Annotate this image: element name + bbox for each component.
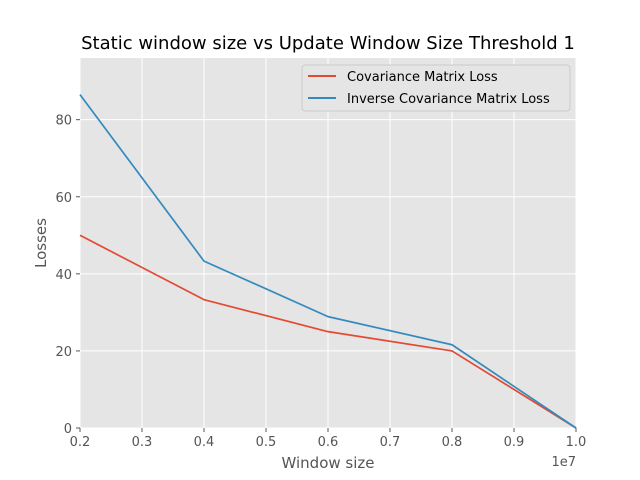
x-tick-label: 0.2	[70, 435, 91, 450]
x-axis-label: Window size	[282, 454, 375, 472]
y-tick-label: 60	[55, 191, 72, 206]
legend-entry-inverse-covariance-matrix-loss: Inverse Covariance Matrix Loss	[347, 92, 550, 107]
legend-box	[301, 64, 571, 112]
series-lines	[79, 94, 577, 429]
x-axis-offset-label: 1e7	[551, 455, 576, 470]
x-tick-label: 0.8	[442, 435, 463, 450]
x-tick-label: 0.9	[504, 435, 525, 450]
y-axis: 0 20 40 60 80	[55, 114, 80, 437]
x-tick-label: 0.7	[380, 435, 401, 450]
chart-title: Static window size vs Update Window Size…	[81, 33, 575, 54]
legend: Covariance Matrix Loss Inverse Covarianc…	[301, 64, 571, 112]
x-tick-label: 0.6	[318, 435, 339, 450]
x-tick-label: 0.3	[132, 435, 153, 450]
x-tick-label: 0.5	[256, 435, 277, 450]
series-line-inverse-covariance-matrix-loss	[79, 94, 577, 429]
legend-entry-covariance-matrix-loss: Covariance Matrix Loss	[347, 70, 498, 85]
x-axis: 0.2 0.3 0.4 0.5 0.6 0.7 0.8 0.9 1.0	[70, 428, 587, 450]
y-tick-label: 0	[64, 422, 72, 437]
x-tick-label: 0.4	[194, 435, 215, 450]
y-axis-label: Losses	[32, 218, 50, 268]
y-tick-label: 80	[55, 114, 72, 129]
y-tick-label: 40	[55, 268, 72, 283]
x-tick-label: 1.0	[566, 435, 587, 450]
series-line-covariance-matrix-loss	[79, 234, 577, 429]
y-tick-label: 20	[55, 345, 72, 360]
